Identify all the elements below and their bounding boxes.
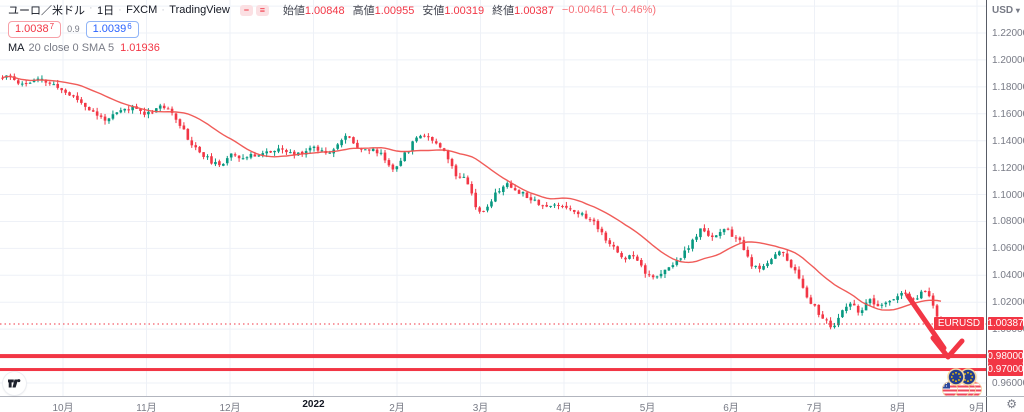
chart-legend: ユーロ／米ドル 1日 FXCM TradingView − ≡ 始値1.0084… <box>8 2 656 54</box>
time-tick: 2月 <box>389 403 405 412</box>
price-tick: 1.08000 <box>992 216 1024 228</box>
arrow-drawing[interactable] <box>905 293 947 351</box>
time-tick: 6月 <box>723 403 739 412</box>
time-axis[interactable]: ⚙ 10月 11月 12月 2022 2月 3月 4月 5月 6月 7月 8月 9月 <box>0 396 1024 412</box>
candlestick-series <box>1 73 943 330</box>
high-label: 高値 <box>352 5 375 17</box>
support-line-0.97000[interactable] <box>0 368 986 372</box>
tradingview-logo-glyph <box>8 379 21 388</box>
chevron-down-icon: ▾ <box>1015 6 1020 15</box>
price-tick: 0.96000 <box>992 378 1024 389</box>
ohlc-values: 始値1.00848 高値1.00955 安値1.00319 終値1.00387 … <box>283 2 656 18</box>
exchange-label: FXCM <box>118 4 157 16</box>
price-tick: 1.16000 <box>992 108 1024 120</box>
axis-corner: ⚙ <box>986 397 1024 412</box>
price-tick: 1.12000 <box>992 162 1024 174</box>
brand-label[interactable]: TradingView <box>161 4 229 16</box>
time-tick: 12月 <box>219 403 241 412</box>
level-price-label: 0.98000 <box>987 349 1024 363</box>
price-tick: 1.14000 <box>992 135 1024 147</box>
change-value: −0.00461 (−0.46%) <box>561 4 657 16</box>
indicator-value: 1.01936 <box>120 42 160 54</box>
symbol-price-tag: EURUSD <box>934 317 984 331</box>
time-tick: 4月 <box>556 403 572 412</box>
support-line-0.98000[interactable] <box>0 354 986 359</box>
time-tick: 11月 <box>136 403 157 412</box>
time-tick: 10月 <box>52 403 74 412</box>
low-label: 安値 <box>422 5 445 17</box>
open-value: 1.00848 <box>304 5 345 17</box>
interval-label[interactable]: 1日 <box>89 2 114 18</box>
symbol-title[interactable]: ユーロ／米ドル <box>8 5 85 17</box>
spread-value: 0.9 <box>67 24 80 34</box>
open-label: 始値 <box>282 5 305 17</box>
symbol-flags-watermark <box>942 368 982 398</box>
price-tick: 1.06000 <box>992 243 1024 255</box>
current-price-label: 1.00387 <box>987 317 1024 331</box>
indicator-name: MA <box>8 42 25 54</box>
time-tick: 7月 <box>806 403 823 412</box>
arrow-head[interactable] <box>930 335 965 360</box>
eu-flag-icon <box>947 368 965 386</box>
close-value: 1.00387 <box>514 5 554 17</box>
time-tick: 9月 <box>969 403 985 412</box>
sell-button[interactable]: 1.0038 7 <box>8 20 62 38</box>
gear-icon[interactable]: ⚙ <box>1006 397 1017 411</box>
time-tick: 5月 <box>639 403 656 412</box>
price-axis[interactable]: USD ▾ 1.22000 1.20000 1.18000 1.16000 1.1400… <box>986 0 1024 396</box>
price-tick: 1.10000 <box>992 189 1024 201</box>
chart-canvas[interactable] <box>0 0 986 412</box>
indicator-params: 20 close 0 SMA 5 <box>28 42 115 54</box>
time-tick: 3月 <box>472 403 489 412</box>
time-tick: 2022 <box>302 399 325 410</box>
price-tick: 1.20000 <box>992 54 1024 66</box>
low-value: 1.00319 <box>444 5 485 17</box>
ma-line[interactable] <box>2 75 942 311</box>
price-tick: 1.22000 <box>992 28 1024 39</box>
price-tick: 1.04000 <box>992 270 1024 282</box>
time-tick: 8月 <box>890 403 906 412</box>
high-value: 1.00955 <box>374 5 415 17</box>
price-tick: 1.18000 <box>992 81 1024 93</box>
close-label: 終値 <box>492 5 515 17</box>
buy-button[interactable]: 1.0039 6 <box>85 20 139 38</box>
level-price-label: 0.97000 <box>987 363 1024 377</box>
rows-icon[interactable]: ≡ <box>255 4 269 16</box>
tradingview-logo[interactable] <box>3 372 26 395</box>
collapse-icon[interactable]: − <box>239 4 253 16</box>
currency-dropdown[interactable]: USD ▾ <box>992 5 1020 16</box>
indicator-legend[interactable]: MA 20 close 0 SMA 5 1.01936 <box>8 42 656 54</box>
